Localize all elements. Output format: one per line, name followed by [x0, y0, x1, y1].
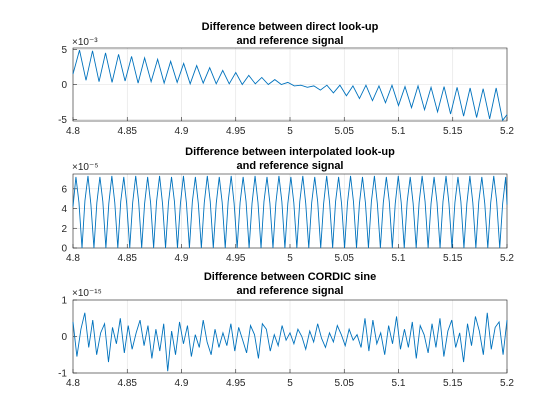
subplot-3-xtick-label: 4.85 [118, 378, 138, 389]
subplot-2-xtick-label: 4.85 [118, 253, 138, 264]
subplot-2-ytick-label: 6 [61, 184, 67, 195]
subplot-1-exponent-label: ×10⁻³ [72, 37, 98, 48]
subplot-1-xtick-label: 5 [287, 126, 293, 137]
subplot-2: Difference between interpolated look-up … [61, 146, 514, 264]
subplot-1-ytick-label: 5 [61, 45, 67, 56]
subplot-1-xtick-label: 4.9 [175, 126, 189, 137]
subplot-1-xtick-label: 4.85 [118, 126, 138, 137]
subplot-3-xtick-label: 4.8 [66, 378, 80, 389]
subplot-1-ytick-label: 0 [61, 80, 67, 91]
subplot-2-series-line [72, 175, 508, 249]
subplot-1-title-line-1: Difference between direct look-up [202, 21, 379, 33]
subplot-2-ytick-label: 2 [61, 224, 67, 235]
subplot-3-xtick-label: 4.9 [175, 378, 189, 389]
subplot-3-ytick-label: 0 [61, 332, 67, 343]
subplot-3-xtick-label: 5.05 [335, 378, 355, 389]
subplot-3-ticks: 4.8 4.85 4.9 4.95 5 5.05 5.1 5.15 5.2 -1 0 1 [58, 296, 514, 390]
subplot-2-xtick-label: 5.1 [392, 253, 406, 264]
subplot-1: Difference between direct look-up and re… [58, 21, 514, 137]
subplot-3-series-line [72, 312, 508, 372]
subplot-1-xtick-label: 4.95 [226, 126, 246, 137]
subplot-2-exponent-label: ×10⁻⁵ [72, 162, 98, 173]
subplot-3: Difference between CORDIC sine and refer… [58, 271, 514, 389]
subplot-1-xtick-label: 5.1 [392, 126, 406, 137]
subplot-3-xtick-label: 5 [287, 378, 293, 389]
subplot-2-xtick-label: 5.2 [500, 253, 514, 264]
subplot-1-xtick-label: 5.2 [500, 126, 514, 137]
subplot-3-xtick-label: 5.15 [443, 378, 463, 389]
subplot-2-title-line-1: Difference between interpolated look-up [185, 146, 395, 158]
subplot-1-xtick-label: 4.8 [66, 126, 80, 137]
subplot-3-xtick-label: 4.95 [226, 378, 246, 389]
subplot-2-title-line-2: and reference signal [237, 160, 344, 172]
subplot-1-ticks: 4.8 4.85 4.9 4.95 5 5.05 5.1 5.15 5.2 -5 0 5 [58, 45, 514, 137]
subplot-1-xtick-label: 5.15 [443, 126, 463, 137]
subplot-3-exponent-label: ×10⁻¹⁵ [72, 288, 102, 299]
subplot-1-title-line-2: and reference signal [237, 35, 344, 47]
subplot-2-xtick-label: 5 [287, 253, 293, 264]
subplot-1-ytick-label: -5 [58, 115, 67, 126]
subplot-2-xtick-label: 4.9 [175, 253, 189, 264]
subplot-2-xtick-label: 4.95 [226, 253, 246, 264]
subplot-3-title-line-2: and reference signal [237, 285, 344, 297]
subplot-2-ytick-label: 0 [61, 244, 67, 255]
subplot-3-xtick-label: 5.2 [500, 378, 514, 389]
subplot-2-xtick-label: 5.05 [335, 253, 355, 264]
subplot-2-ytick-label: 4 [61, 204, 67, 215]
subplot-2-xtick-label: 4.8 [66, 253, 80, 264]
subplot-3-ytick-label: 1 [61, 296, 67, 307]
subplot-3-title-line-1: Difference between CORDIC sine [204, 271, 376, 283]
subplot-3-ytick-label: -1 [58, 369, 67, 380]
subplot-1-xtick-label: 5.05 [335, 126, 355, 137]
subplot-2-ticks: 4.8 4.85 4.9 4.95 5 5.05 5.1 5.15 5.2 0 2 4 6 [61, 184, 514, 264]
subplot-2-xtick-label: 5.15 [443, 253, 463, 264]
subplot-1-series-line [72, 49, 508, 122]
subplot-3-xtick-label: 5.1 [392, 378, 406, 389]
